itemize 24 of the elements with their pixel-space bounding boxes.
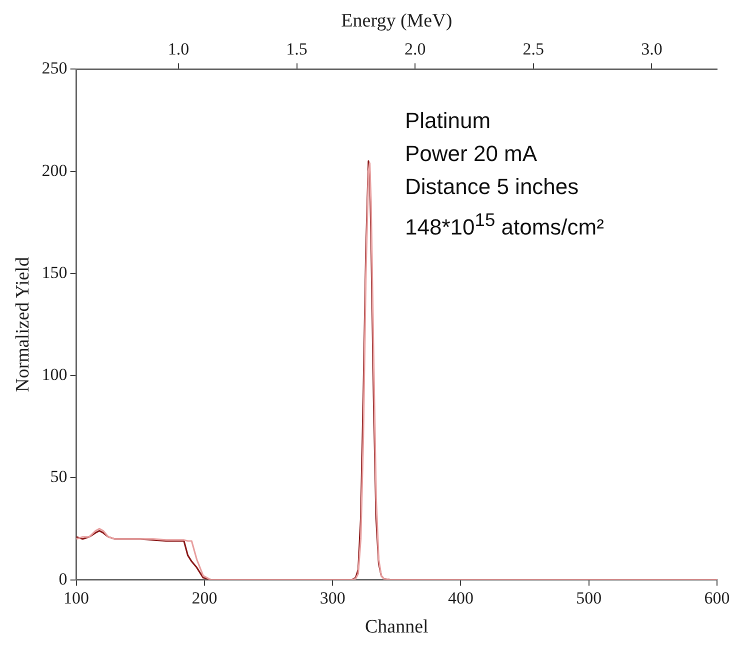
x2-tick-label: 1.5 bbox=[286, 39, 308, 58]
annotation: Platinum bbox=[405, 107, 492, 135]
x-tick-label: 400 bbox=[448, 588, 474, 608]
x2-axis-title: Energy (MeV) bbox=[341, 10, 452, 32]
y-tick-label: 100 bbox=[42, 365, 68, 384]
annotation: 148*10$^{15}$ atoms/cm² bbox=[405, 208, 604, 242]
x2-tick-label: 2.0 bbox=[404, 39, 426, 58]
y-tick-label: 0 bbox=[58, 569, 68, 588]
x-tick-label: 100 bbox=[64, 588, 90, 608]
annotation: Power 20 mA bbox=[405, 140, 538, 168]
y-axis-title: Normalized Yield bbox=[12, 256, 34, 392]
x2-tick-label: 3.0 bbox=[641, 39, 662, 58]
y-tick-label: 200 bbox=[42, 160, 68, 180]
x-axis-title: Channel bbox=[364, 616, 428, 638]
x-tick-label: 500 bbox=[576, 588, 602, 608]
x2-tick-label: 1.0 bbox=[168, 39, 190, 58]
y-tick-label: 250 bbox=[42, 58, 68, 78]
annotation: Distance 5 inches bbox=[405, 173, 580, 201]
x-tick-label: 600 bbox=[704, 588, 730, 608]
x-tick-label: 300 bbox=[320, 588, 346, 608]
x-tick-label: 200 bbox=[192, 588, 218, 608]
y-tick-label: 150 bbox=[42, 262, 68, 282]
y-tick-label: 50 bbox=[50, 467, 68, 486]
x2-tick-label: 2.5 bbox=[522, 39, 544, 58]
